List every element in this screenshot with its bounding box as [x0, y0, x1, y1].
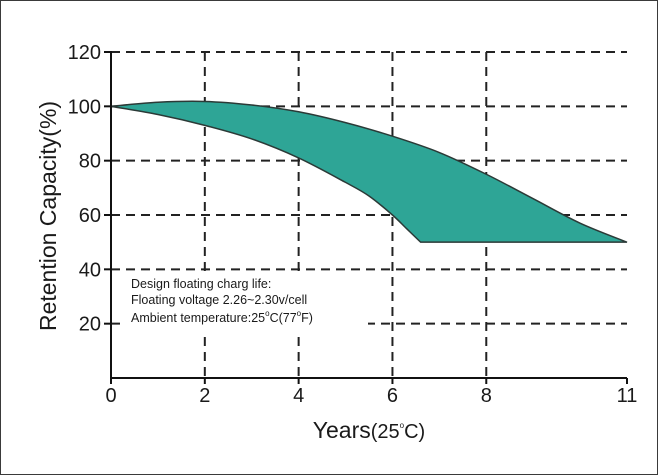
annotation-line-3: Ambient temperature:25oC(77oF) [131, 309, 313, 325]
x-axis-title: Years(25oC) [313, 417, 425, 443]
degree-symbol: o [400, 421, 405, 430]
x-axis-title-unit: C) [404, 421, 425, 443]
x-axis-title-main: Years [313, 417, 371, 443]
x-tick-label: 4 [293, 385, 304, 407]
annotation-backdrop [126, 271, 368, 333]
x-axis-title-temp: (25 [371, 421, 400, 443]
y-axis-title: Retention Capacity(%) [35, 101, 61, 331]
annotation-line-1: Design floating charg life: [131, 277, 271, 291]
x-tick-label: 6 [387, 385, 398, 407]
y-tick-label: 80 [79, 151, 101, 173]
design-annotation: Design floating charg life: Floating vol… [126, 271, 368, 333]
x-tick-label: 0 [105, 385, 116, 407]
y-tick-label: 20 [79, 314, 101, 336]
y-tick-labels: 20 40 60 80 100 120 [68, 42, 101, 336]
y-tick-label: 120 [68, 42, 101, 64]
x-tick-label: 8 [481, 385, 492, 407]
x-tick-labels: 0 2 4 6 8 11 [105, 385, 637, 407]
x-tick-label: 11 [617, 385, 638, 407]
axes [104, 51, 628, 384]
retention-area [110, 100, 628, 243]
y-tick-label: 60 [79, 205, 101, 227]
y-tick-label: 100 [68, 96, 101, 118]
annotation-line-2: Floating voltage 2.26~2.30v/cell [131, 293, 307, 307]
y-tick-label: 40 [79, 259, 101, 281]
x-tick-label: 2 [199, 385, 210, 407]
